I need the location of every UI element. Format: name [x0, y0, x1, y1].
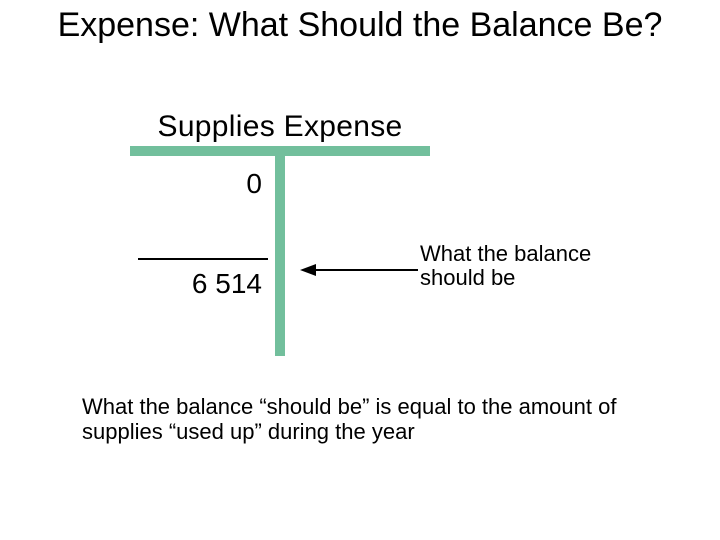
t-account-debit-total: 6 514	[130, 268, 270, 300]
annotation-text: What the balance should be	[420, 242, 670, 290]
t-account-vertical-bar	[275, 146, 285, 356]
annotation-line-1: What the balance	[420, 241, 591, 266]
slide-title: Expense: What Should the Balance Be?	[0, 6, 720, 45]
annotation-arrow	[300, 260, 420, 280]
slide: Expense: What Should the Balance Be? Sup…	[0, 0, 720, 540]
t-account-label: Supplies Expense	[130, 110, 430, 146]
annotation-line-2: should be	[420, 265, 515, 290]
t-account-body: 0 6 514	[130, 146, 430, 356]
t-account: Supplies Expense 0 6 514	[130, 110, 430, 356]
t-account-debit-entry: 0	[130, 168, 270, 200]
t-account-subtotal-underline	[138, 258, 268, 260]
body-text: What the balance “should be” is equal to…	[82, 395, 652, 444]
